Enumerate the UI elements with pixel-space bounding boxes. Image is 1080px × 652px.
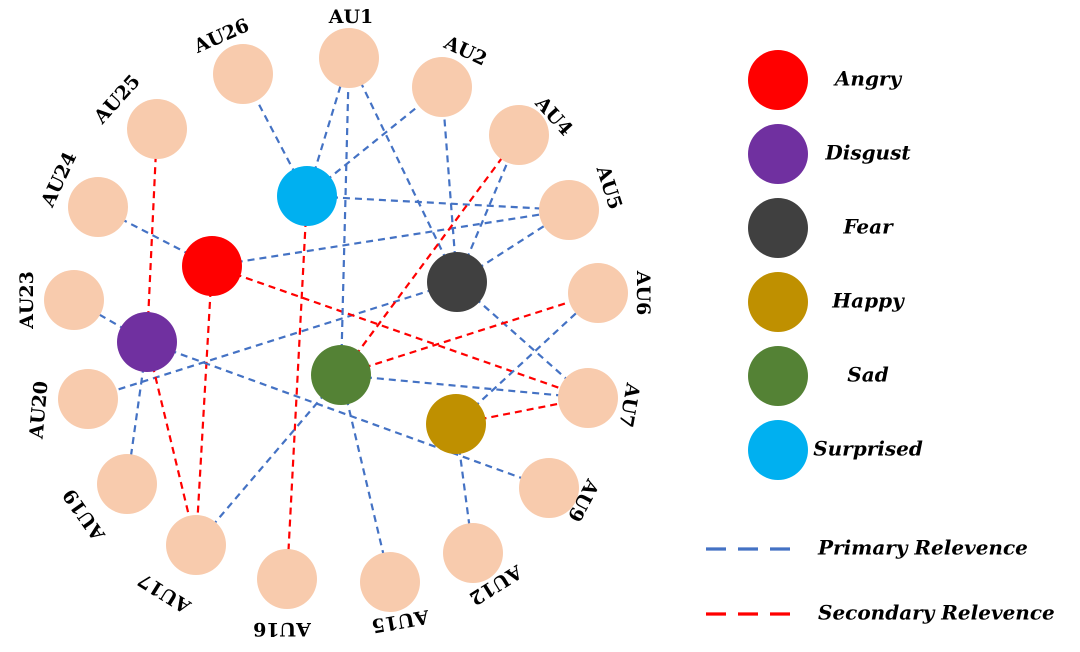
link-fear-au1-primary (348, 57, 458, 283)
link-disgust-au25-secondary (145, 128, 159, 343)
au-label-au16: AU16 (253, 618, 312, 640)
legend-swatch-happy (748, 272, 808, 332)
au-node-au25 (127, 99, 187, 159)
link-sad-au15-primary (339, 374, 392, 583)
emotion-node-disgust (117, 312, 177, 372)
legend-secondary-label: Secondary Relevence (818, 601, 1055, 625)
legend-swatch-sad (748, 346, 808, 406)
link-disgust-au17-secondary (145, 341, 198, 546)
au-node-au26 (213, 44, 273, 104)
au-node-au17 (166, 515, 226, 575)
au-node-au4 (489, 105, 549, 165)
link-happy-au6-primary (455, 292, 599, 425)
au-node-au15 (360, 552, 420, 612)
au-node-au9 (519, 458, 579, 518)
emotion-node-sad (311, 345, 371, 405)
au-node-au6 (568, 263, 628, 323)
emotion-node-fear (427, 252, 487, 312)
legend-label-sad: Sad (847, 363, 888, 387)
link-sad-au7-primary (340, 373, 589, 400)
au-label-au20: AU20 (25, 380, 52, 440)
link-angry-au5-primary (211, 208, 570, 268)
au-label-au23: AU23 (16, 271, 38, 330)
link-angry-au24-primary (97, 206, 213, 267)
emotion-nodes (117, 166, 487, 454)
legend-label-fear: Fear (842, 215, 894, 239)
link-sad-au17-primary (195, 374, 342, 546)
link-sad-au1-primary (339, 57, 351, 376)
au-node-au7 (558, 368, 618, 428)
au-node-au24 (68, 177, 128, 237)
au-node-au1 (319, 28, 379, 88)
au-node-au19 (97, 454, 157, 514)
au-label-au1: AU1 (328, 6, 374, 28)
legend-swatch-fear (748, 198, 808, 258)
legend-label-happy: Happy (831, 289, 905, 313)
legend-swatch-angry (748, 50, 808, 110)
au-label-au6: AU6 (632, 270, 654, 316)
au-node-au16 (257, 549, 317, 609)
au-node-au23 (44, 270, 104, 330)
legend-swatch-disgust (748, 124, 808, 184)
au-label-au17: AU17 (134, 568, 195, 618)
link-angry-au7-secondary (211, 264, 589, 400)
emotion-node-angry (182, 236, 242, 296)
legend-primary-label: Primary Relevence (817, 536, 1028, 560)
legend-label-disgust: Disgust (824, 141, 911, 165)
legend-label-angry: Angry (833, 67, 903, 91)
legend: Angry Disgust Fear Happy Sad Surprised Primary… (706, 50, 1055, 625)
au-node-au2 (412, 57, 472, 117)
au-node-au20 (58, 369, 118, 429)
link-fear-au2-primary (440, 86, 459, 283)
link-angry-au17-secondary (194, 265, 214, 546)
link-sad-au4-secondary (340, 134, 520, 376)
link-surprised-au5-primary (306, 194, 570, 212)
legend-swatch-surprised (748, 420, 808, 480)
au-node-au5 (539, 180, 599, 240)
emotion-node-surprised (277, 166, 337, 226)
link-surprised-au16-secondary (285, 195, 309, 580)
au-node-au12 (443, 523, 503, 583)
link-fear-au20-primary (87, 280, 458, 401)
link-sad-au6-secondary (340, 291, 599, 377)
au-label-au7: AU7 (614, 380, 644, 429)
legend-label-surprised: Surprised (813, 437, 923, 461)
emotion-node-happy (426, 394, 486, 454)
